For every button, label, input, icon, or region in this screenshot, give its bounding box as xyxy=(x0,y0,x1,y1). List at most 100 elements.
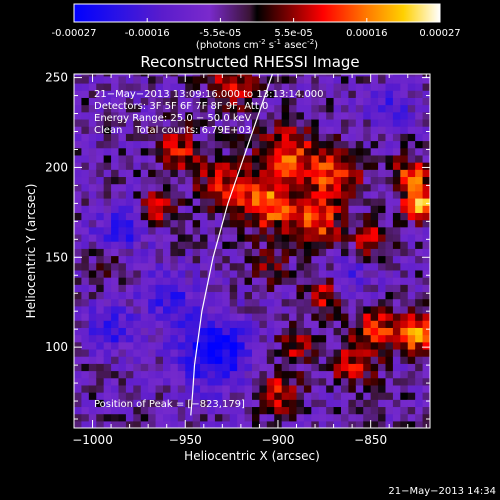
heatmap-cell xyxy=(140,284,149,293)
heatmap-cell xyxy=(81,162,90,170)
heatmap-cell xyxy=(370,183,379,192)
heatmap-cell xyxy=(370,126,379,134)
heatmap-cell xyxy=(281,248,290,257)
heatmap-cell xyxy=(103,111,112,120)
heatmap-cell xyxy=(207,277,216,285)
heatmap-cell xyxy=(355,248,364,257)
heatmap-cell xyxy=(214,212,223,221)
heatmap-cell xyxy=(326,298,335,307)
heatmap-cell xyxy=(281,111,290,120)
heatmap-cell xyxy=(415,277,424,285)
heatmap-cell xyxy=(185,312,194,321)
heatmap-cell xyxy=(266,248,275,257)
heatmap-cell xyxy=(177,334,186,343)
heatmap-cell xyxy=(237,284,246,293)
heatmap-cell xyxy=(422,147,430,156)
heatmap-cell xyxy=(326,118,335,127)
heatmap-cell xyxy=(229,320,238,328)
heatmap-cell xyxy=(222,111,231,120)
heatmap-cell xyxy=(355,291,364,300)
heatmap-cell xyxy=(274,269,283,278)
heatmap-cell xyxy=(333,205,342,213)
heatmap-cell xyxy=(125,312,134,321)
heatmap-cell xyxy=(155,90,164,98)
colorbar: -0.00027 -0.00016 -5.5e-05 5.5e-05 0.00016 0.… xyxy=(52,3,461,51)
heatmap-cell xyxy=(266,197,275,206)
heatmap-cell xyxy=(140,176,149,185)
x-tick-label: −950 xyxy=(169,433,202,447)
heatmap-cell xyxy=(244,269,253,278)
heatmap-cell xyxy=(214,298,223,307)
heatmap-cell xyxy=(422,348,430,357)
heatmap-cell xyxy=(296,334,305,343)
heatmap-cell xyxy=(96,420,105,428)
heatmap-cell xyxy=(355,233,364,242)
heatmap-cell xyxy=(311,169,320,178)
heatmap-cell xyxy=(185,298,194,307)
heatmap-cell xyxy=(341,183,350,192)
heatmap-cell xyxy=(355,413,364,422)
heatmap-cell xyxy=(222,212,231,221)
heatmap-cell xyxy=(111,406,120,415)
heatmap-cell xyxy=(155,312,164,321)
colorbar-tick-label: -0.00027 xyxy=(52,28,97,39)
heatmap-cell xyxy=(392,205,401,213)
heatmap-cell xyxy=(155,255,164,264)
heatmap-cell xyxy=(281,406,290,415)
heatmap-cell xyxy=(88,111,97,120)
heatmap-cell xyxy=(140,190,149,199)
heatmap-cell xyxy=(392,147,401,156)
heatmap-cell xyxy=(385,219,394,228)
heatmap-cell xyxy=(363,334,372,343)
heatmap-cell xyxy=(155,399,164,408)
heatmap-cell xyxy=(422,140,430,149)
heatmap-cell xyxy=(244,212,253,221)
heatmap-cell xyxy=(400,377,409,386)
heatmap-cell xyxy=(363,241,372,249)
heatmap-cell xyxy=(222,133,231,142)
heatmap-cell xyxy=(81,75,90,84)
heatmap-cell xyxy=(407,190,416,199)
heatmap-cell xyxy=(229,255,238,264)
heatmap-cell xyxy=(214,147,223,156)
heatmap-cell xyxy=(125,104,134,113)
heatmap-cell xyxy=(326,277,335,285)
heatmap-cell xyxy=(88,348,97,357)
heatmap-cell xyxy=(222,140,231,149)
heatmap-cell xyxy=(207,97,216,106)
heatmap-cell xyxy=(214,140,223,149)
heatmap-cell xyxy=(289,248,298,257)
heatmap-cell xyxy=(281,262,290,271)
heatmap-cell xyxy=(266,183,275,192)
heatmap-cell xyxy=(237,406,246,415)
heatmap-cell xyxy=(74,262,83,271)
heatmap-cell xyxy=(214,284,223,293)
heatmap-cell xyxy=(118,334,127,343)
heatmap-cell xyxy=(214,133,223,142)
heatmap-cell xyxy=(252,169,261,178)
heatmap-cell xyxy=(378,406,387,415)
heatmap-cell xyxy=(244,233,253,242)
heatmap-cell xyxy=(392,169,401,178)
heatmap-cell xyxy=(207,363,216,372)
heatmap-cell xyxy=(177,154,186,163)
heatmap-cell xyxy=(341,205,350,213)
heatmap-cell xyxy=(266,126,275,134)
heatmap-cell xyxy=(222,262,231,271)
heatmap-cell xyxy=(348,363,357,372)
heatmap-cell xyxy=(81,312,90,321)
heatmap-cell xyxy=(214,305,223,314)
heatmap-cell xyxy=(133,334,142,343)
heatmap-cell xyxy=(229,312,238,321)
heatmap-cell xyxy=(185,248,194,257)
heatmap-cell xyxy=(326,212,335,221)
heatmap-cell xyxy=(400,190,409,199)
heatmap-cell xyxy=(407,327,416,336)
heatmap-cell xyxy=(355,154,364,163)
heatmap-cell xyxy=(88,104,97,113)
heatmap-cell xyxy=(155,370,164,379)
heatmap-cell xyxy=(318,377,327,386)
heatmap-cell xyxy=(252,74,261,77)
heatmap-cell xyxy=(370,169,379,178)
heatmap-cell xyxy=(192,82,201,91)
